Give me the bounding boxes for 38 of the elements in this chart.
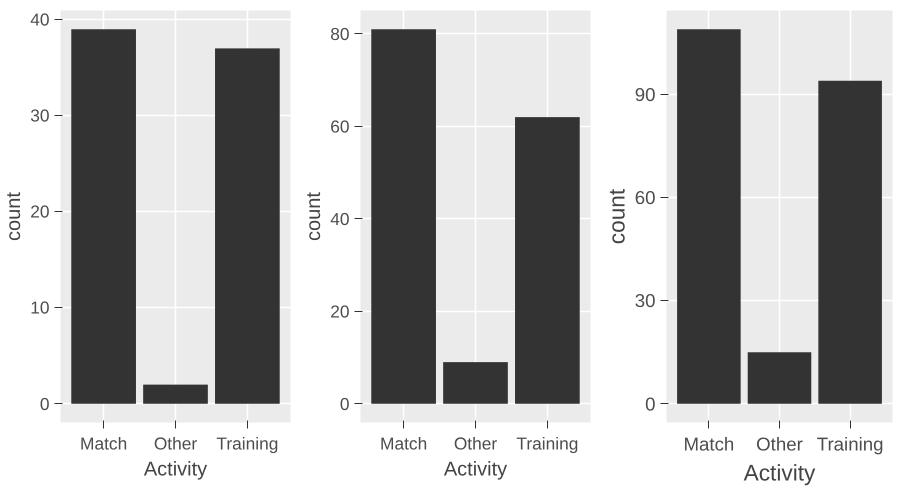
x-tick-label: Training [816,434,884,454]
x-tick-label: Match [683,434,734,454]
y-tick-label: 80 [330,24,350,44]
y-tick-label: 90 [634,84,656,106]
y-tick-label: 60 [330,116,350,136]
y-axis-title: count [604,188,630,244]
y-tick-label: 0 [340,394,350,414]
y-tick-label: 0 [645,393,656,414]
y-tick-label: 40 [30,10,50,30]
bar [818,80,882,404]
y-axis-title: count [3,192,26,241]
bar [677,29,741,404]
bar [71,29,136,404]
x-tick-label: Other [154,434,198,454]
x-tick-label: Other [756,434,803,454]
y-tick-label: 20 [30,202,50,222]
y-tick-label: 30 [634,290,656,312]
x-tick-label: Training [516,434,578,454]
bar [371,29,436,404]
bar [143,384,208,404]
y-tick-label: 60 [634,187,656,208]
y-tick-label: 30 [30,106,50,126]
y-tick-label: 40 [330,208,350,229]
x-tick-label: Other [454,434,498,454]
x-tick-label: Match [80,434,128,454]
x-axis-title: Activity [444,458,508,480]
x-axis-title: Activity [144,458,208,480]
bar [443,362,508,404]
y-tick-label: 20 [330,301,350,322]
bar [515,117,580,404]
y-axis-title: count [303,192,326,241]
bar [748,352,812,404]
x-tick-label: Match [380,434,428,454]
y-tick-label: 0 [40,394,50,414]
y-tick-label: 10 [30,298,50,318]
x-axis-title: Activity [744,460,816,486]
x-tick-label: Training [216,434,278,454]
bar [215,48,280,404]
